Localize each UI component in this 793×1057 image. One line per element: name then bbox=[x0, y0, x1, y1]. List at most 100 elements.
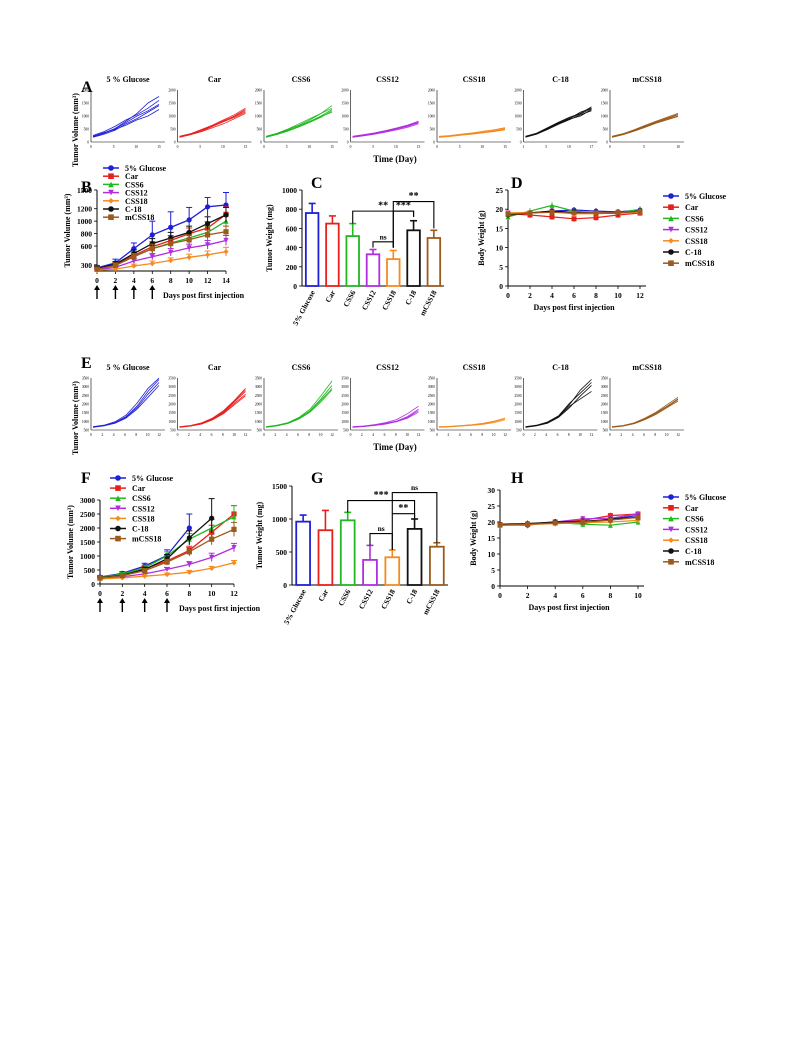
data-point bbox=[549, 202, 555, 208]
mini-curve bbox=[265, 385, 333, 428]
mini-plot: CSS18 0 500 1000 1500 2000 0 5 10 15 bbox=[428, 75, 511, 149]
data-point bbox=[112, 262, 119, 268]
tick-label: 25 bbox=[488, 502, 496, 511]
legend-entry: mCSS18 bbox=[132, 535, 161, 544]
tick-label: 1500 bbox=[341, 411, 348, 415]
data-point bbox=[186, 237, 192, 243]
tick-label: 0 bbox=[90, 433, 92, 437]
tick-label: 12 bbox=[636, 291, 644, 300]
tick-label: 12 bbox=[330, 433, 334, 437]
legend-marker bbox=[668, 505, 674, 511]
tick-label: 1000 bbox=[272, 515, 287, 524]
legend-entry: 5% Glucose bbox=[132, 474, 174, 483]
data-point bbox=[231, 526, 237, 532]
legend-marker bbox=[668, 260, 674, 266]
data-point bbox=[231, 514, 237, 520]
tick-label: 10 bbox=[405, 433, 409, 437]
tick-label: 2 bbox=[120, 589, 124, 598]
tick-label: 1000 bbox=[514, 420, 521, 424]
tick-label: 400 bbox=[286, 244, 298, 253]
tick-label: 2 bbox=[274, 433, 276, 437]
mini-curve bbox=[525, 379, 592, 428]
category-label: Car bbox=[323, 288, 337, 304]
bar bbox=[406, 229, 421, 287]
mini-title: CSS18 bbox=[463, 75, 486, 84]
tick-label: 0 bbox=[436, 433, 438, 437]
mini-title: CSS6 bbox=[292, 363, 311, 372]
data-point bbox=[204, 232, 211, 238]
tick-label: 0 bbox=[520, 141, 522, 145]
tick-label: 2000 bbox=[82, 89, 89, 93]
tick-label: 3500 bbox=[341, 377, 348, 381]
axis-label: Tumor Weight (mg) bbox=[265, 204, 274, 272]
tick-label: 500 bbox=[170, 128, 176, 132]
mini-curve bbox=[438, 127, 506, 137]
legend-marker bbox=[668, 249, 674, 255]
tick-label: 0 bbox=[91, 580, 95, 589]
tick-label: 15 bbox=[417, 145, 421, 149]
tick-label: 12 bbox=[244, 433, 248, 437]
tick-label: 0 bbox=[609, 433, 611, 437]
data-point bbox=[209, 515, 215, 521]
tick-label: 30 bbox=[488, 486, 496, 495]
tick-label: 4 bbox=[632, 433, 634, 437]
legend-entry: CSS12 bbox=[132, 504, 155, 513]
tick-label: 2 bbox=[361, 433, 363, 437]
tick-label: 2000 bbox=[168, 403, 175, 407]
category-label: CSS18 bbox=[380, 288, 398, 311]
legend-entry: C-18 bbox=[685, 547, 701, 556]
data-point bbox=[168, 257, 174, 264]
tick-label: 5 bbox=[491, 566, 495, 575]
panel-letter: B bbox=[81, 179, 92, 196]
data-point bbox=[186, 535, 192, 541]
axis-label: Time (Day) bbox=[373, 442, 417, 452]
line-chart: 0 500 1000 1500 2000 2500 3000 0 2 4 6 8 10 12 Tumor V… bbox=[66, 496, 261, 613]
mini-title: mCSS18 bbox=[632, 75, 661, 84]
tick-label: 0 bbox=[263, 145, 265, 149]
tick-label: 4 bbox=[132, 276, 136, 285]
significance-label: ** bbox=[409, 191, 419, 202]
mini-curve bbox=[352, 122, 419, 138]
tick-label: 6 bbox=[643, 433, 645, 437]
tick-label: 8 bbox=[187, 589, 191, 598]
tick-label: 1500 bbox=[601, 411, 608, 415]
tick-label: 5 bbox=[372, 145, 374, 149]
legend-marker bbox=[668, 559, 674, 565]
data-point bbox=[635, 511, 641, 517]
data-point bbox=[149, 232, 155, 238]
legend-entry: CSS18 bbox=[132, 514, 155, 523]
axis-label: Days post first injection bbox=[528, 603, 610, 612]
bar bbox=[386, 258, 401, 287]
category-label: Car bbox=[316, 587, 330, 603]
tick-label: 10 bbox=[221, 145, 225, 149]
tick-label: 10 bbox=[578, 433, 582, 437]
data-point bbox=[593, 215, 599, 221]
mini-curve bbox=[352, 411, 419, 428]
legend-entry: mCSS18 bbox=[685, 558, 714, 567]
tick-label: 3000 bbox=[80, 496, 95, 505]
mini-title: Car bbox=[208, 363, 222, 372]
tick-label: 500 bbox=[343, 429, 349, 433]
category-label: 5% Glucose bbox=[291, 288, 317, 327]
significance-bracket bbox=[352, 210, 415, 224]
legend-marker bbox=[108, 165, 114, 171]
injection-arrow-head bbox=[94, 285, 100, 290]
tick-label: 10 bbox=[496, 244, 504, 253]
legend-entry: CSS18 bbox=[125, 197, 148, 206]
tick-label: 1500 bbox=[428, 102, 435, 106]
data-point bbox=[209, 565, 215, 571]
tick-label: 5 bbox=[113, 145, 115, 149]
mini-curve bbox=[265, 109, 333, 137]
data-point bbox=[209, 536, 215, 542]
tick-label: 3000 bbox=[514, 385, 521, 389]
mini-curve bbox=[92, 103, 160, 138]
data-point bbox=[593, 210, 599, 216]
tick-label: 10 bbox=[676, 145, 680, 149]
mini-curve bbox=[92, 96, 160, 138]
mini-title: CSS6 bbox=[292, 75, 311, 84]
legend-marker bbox=[668, 537, 674, 543]
category-label: 5% Glucose bbox=[282, 587, 308, 626]
tick-label: 15 bbox=[330, 145, 334, 149]
mini-curve bbox=[92, 100, 160, 136]
mini-curve bbox=[525, 391, 592, 428]
